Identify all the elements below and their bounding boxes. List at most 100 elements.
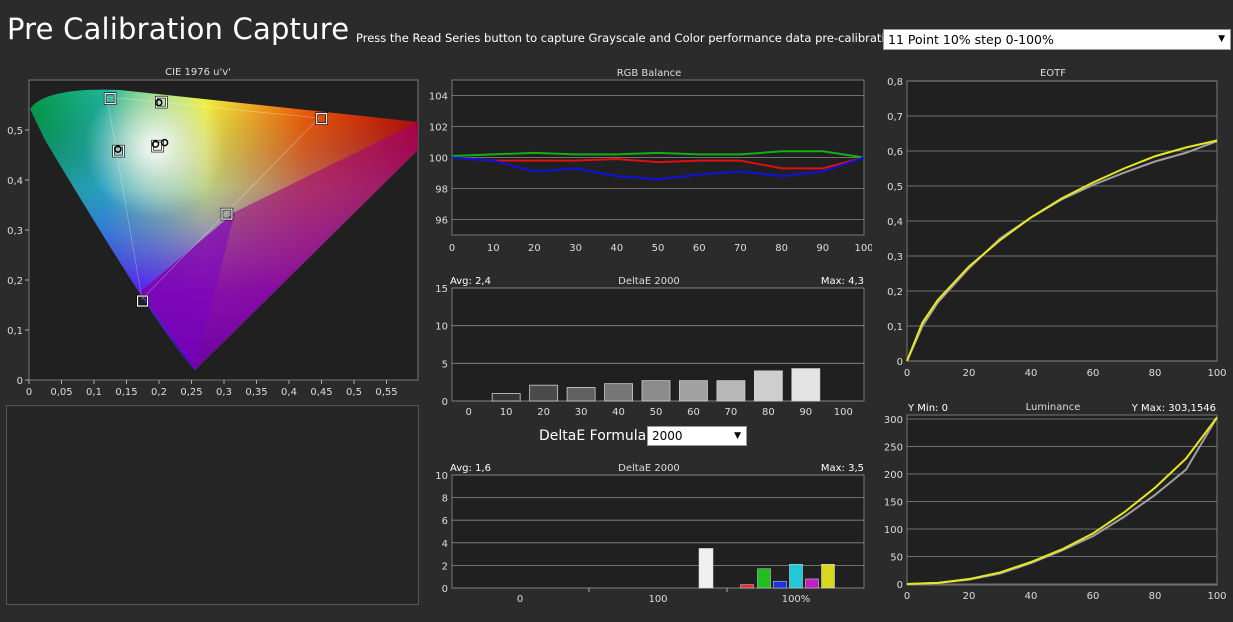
dc-bar-cyan xyxy=(789,564,803,589)
dg-x-tick-label: 100 xyxy=(834,407,853,418)
cie-y-tick-label: 0 xyxy=(17,376,23,387)
eotf-y-tick-label: 0,6 xyxy=(887,147,903,158)
cie-x-tick-label: 0,35 xyxy=(245,387,267,398)
rgb-x-tick-label: 100 xyxy=(854,243,872,254)
deltae-formula-value: 2000 xyxy=(652,429,683,443)
dg-y-tick-label: 15 xyxy=(435,284,448,295)
eotf-y-tick-label: 0,5 xyxy=(887,182,903,193)
dc-bar-red xyxy=(740,584,754,589)
deltae-grayscale-chart: Avg: 2,4 DeltaE 2000 Max: 4,3 0 5 10 15 0 10 2… xyxy=(435,276,865,418)
lum-x-tick-label: 60 xyxy=(1087,591,1100,602)
lum-x-tick-label: 40 xyxy=(1025,591,1038,602)
dc-x-tick-label: 100 xyxy=(648,594,667,605)
rgb-balance-chart: RGB Balance 96 98 100 102 104 0 10 20 30 40 50 60 70… xyxy=(429,68,872,254)
dg-bar-70 xyxy=(716,380,746,402)
cie-target-green xyxy=(104,93,116,105)
cie-x-tick-label: 0,05 xyxy=(50,387,72,398)
eotf-x-tick-label: 100 xyxy=(1207,368,1226,379)
cie-y-tick-label: 0,3 xyxy=(7,226,23,237)
chevron-down-icon: ▼ xyxy=(1218,34,1225,44)
cie-target-blue xyxy=(136,295,149,307)
rgb-y-tick-label: 98 xyxy=(435,185,448,196)
rgb-y-tick-label: 102 xyxy=(429,123,448,134)
eotf-x-tick-label: 60 xyxy=(1087,368,1100,379)
eotf-x-tick-label: 40 xyxy=(1025,368,1038,379)
dg-bar-60 xyxy=(679,380,708,402)
dg-bar-40 xyxy=(604,383,633,402)
rgb-x-tick-label: 0 xyxy=(449,243,455,254)
cie-x-tick-label: 0,15 xyxy=(115,387,137,398)
rgb-x-tick-label: 10 xyxy=(487,243,500,254)
cie-x-tick-label: 0,2 xyxy=(151,387,167,398)
rgb-x-tick-label: 80 xyxy=(775,243,788,254)
rgb-y-tick-label: 104 xyxy=(429,92,448,103)
dc-bar-green xyxy=(757,568,771,589)
pattern-select[interactable]: 11 Point 10% step 0-100% ▼ xyxy=(883,29,1231,50)
dg-bar-50 xyxy=(641,380,671,402)
cie-target-red xyxy=(316,113,328,125)
dg-y-tick-label: 0 xyxy=(442,397,448,408)
eotf-title: EOTF xyxy=(1040,68,1066,79)
lum-y-tick-label: 300 xyxy=(884,415,903,426)
dg-bar-90 xyxy=(791,368,821,402)
dg-bar-10 xyxy=(491,393,521,402)
cie-y-tick-label: 0,5 xyxy=(7,126,23,137)
dc-y-tick-label: 8 xyxy=(442,494,448,505)
cie-y-tick-label: 0,2 xyxy=(7,276,23,287)
page-title: Pre Calibration Capture xyxy=(7,12,350,46)
lum-x-tick-label: 80 xyxy=(1149,591,1162,602)
dg-x-tick-label: 60 xyxy=(687,407,700,418)
rgb-x-tick-label: 60 xyxy=(693,243,706,254)
cie-x-tick-label: 0,55 xyxy=(375,387,397,398)
info-panel xyxy=(6,405,419,605)
eotf-series-target xyxy=(906,139,1218,362)
cie-y-tick-label: 0,1 xyxy=(7,326,23,337)
lum-series-target xyxy=(906,416,1218,585)
cie-measured-cyan xyxy=(114,145,122,153)
dg-x-tick-label: 80 xyxy=(762,407,775,418)
deltae-formula-select[interactable]: 2000 ▼ xyxy=(647,426,747,446)
dc-x-tick-label: 0 xyxy=(517,594,523,605)
lum-y-tick-label: 250 xyxy=(884,443,903,454)
eotf-y-tick-label: 0,4 xyxy=(887,217,903,228)
lum-y-tick-label: 200 xyxy=(884,470,903,481)
rgb-x-tick-label: 40 xyxy=(610,243,623,254)
dc-y-tick-label: 6 xyxy=(442,516,448,527)
lum-y-tick-label: 100 xyxy=(884,525,903,536)
cie-x-tick-label: 0,4 xyxy=(281,387,297,398)
dg-x-tick-label: 40 xyxy=(612,407,625,418)
deltae-formula-label: DeltaE Formula xyxy=(539,428,647,444)
eotf-y-tick-label: 0,8 xyxy=(887,77,903,88)
cie-measured-white2 xyxy=(160,138,169,147)
eotf-y-tick-label: 0,1 xyxy=(887,322,903,333)
dc-x-tick-label: 100% xyxy=(782,594,811,605)
dg-x-tick-label: 30 xyxy=(575,407,588,418)
dc-bar-yellow xyxy=(821,564,835,589)
rgb-x-tick-label: 30 xyxy=(569,243,582,254)
dg-x-tick-label: 10 xyxy=(500,407,513,418)
lum-y-tick-label: 0 xyxy=(897,580,903,591)
pattern-select-value: 11 Point 10% step 0-100% xyxy=(888,32,1054,47)
eotf-chart: EOTF 0 0,1 0,2 0,3 0,4 0,5 0,6 0,7 0,8 0 20 40 60 80 1… xyxy=(887,68,1226,379)
lum-x-tick-label: 100 xyxy=(1207,591,1226,602)
eotf-x-tick-label: 0 xyxy=(904,368,910,379)
rgb-balance-title: RGB Balance xyxy=(617,68,682,79)
dc-y-tick-label: 4 xyxy=(442,539,448,550)
cie-x-tick-label: 0,45 xyxy=(310,387,332,398)
cie-chart: CIE 1976 u'v' 0 0,05 0,1 0,15 0,2 0,25 0,3 0,35… xyxy=(7,67,419,398)
dg-x-tick-label: 90 xyxy=(799,407,812,418)
deltae-color-title: DeltaE 2000 xyxy=(618,463,680,474)
luminance-ymax: Y Max: 303,1546 xyxy=(1131,403,1216,414)
rgb-y-tick-label: 96 xyxy=(435,216,448,227)
lum-x-tick-label: 0 xyxy=(904,591,910,602)
dg-x-tick-label: 50 xyxy=(650,407,663,418)
deltae-gray-title: DeltaE 2000 xyxy=(618,276,680,287)
deltae-gray-avg: Avg: 2,4 xyxy=(450,276,491,287)
dg-y-tick-label: 5 xyxy=(442,359,448,370)
deltae-gray-max: Max: 4,3 xyxy=(821,276,864,287)
dg-x-tick-label: 0 xyxy=(466,407,472,418)
dg-y-tick-label: 10 xyxy=(435,322,448,333)
rgb-x-tick-label: 70 xyxy=(734,243,747,254)
luminance-chart: Y Min: 0 Luminance Y Max: 303,1546 0 50 10… xyxy=(884,402,1227,602)
rgb-series-red xyxy=(451,156,865,170)
